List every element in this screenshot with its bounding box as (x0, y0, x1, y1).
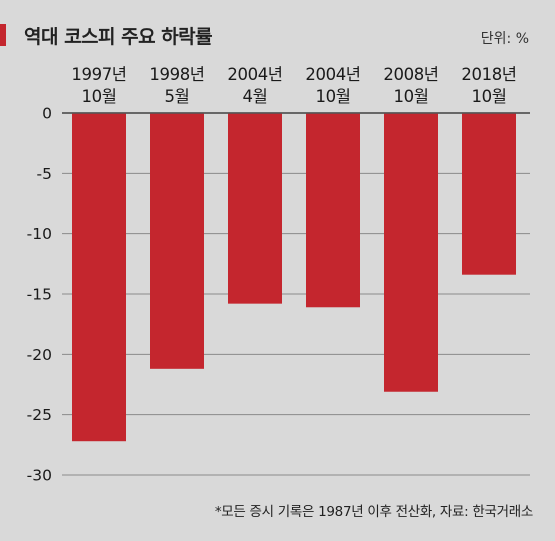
category-label: 2004년 10월 (305, 65, 360, 106)
bars (62, 112, 530, 442)
category-label: 2008년 10월 (383, 65, 438, 106)
y-tick-label: -10 (27, 225, 52, 243)
bar (462, 113, 516, 275)
y-tick-labels: 0 -5 -10 -15 -20 -25 -30 (27, 105, 52, 485)
category-labels: 1997년 10월 1998년 5월 2004년 4월 2004년 10월 2008년 10월 20… (71, 65, 517, 106)
bar (72, 113, 126, 442)
y-tick-label: -30 (27, 467, 52, 485)
category-label: 2004년 4월 (227, 65, 282, 106)
footnote: *모든 증시 기록은 1987년 이후 전산화, 자료: 한국거래소 (214, 504, 533, 520)
y-tick-label: -15 (27, 286, 52, 304)
chart-title: 역대 코스피 주요 하락률 (24, 26, 213, 48)
bar (150, 113, 204, 369)
grid-lines (62, 112, 530, 476)
category-label: 1997년 10월 (71, 65, 126, 106)
y-tick-label: -25 (27, 406, 52, 424)
title-accent-bar (0, 24, 6, 46)
bar (306, 113, 360, 308)
y-tick-label: -20 (27, 346, 52, 364)
unit-label: 단위: % (480, 31, 529, 47)
category-label: 1998년 5월 (149, 65, 204, 106)
y-tick-label: -5 (37, 165, 52, 183)
bar (228, 113, 282, 304)
y-tick-label: 0 (42, 105, 52, 123)
category-label: 2018년 10월 (461, 65, 516, 106)
bar (384, 113, 438, 392)
